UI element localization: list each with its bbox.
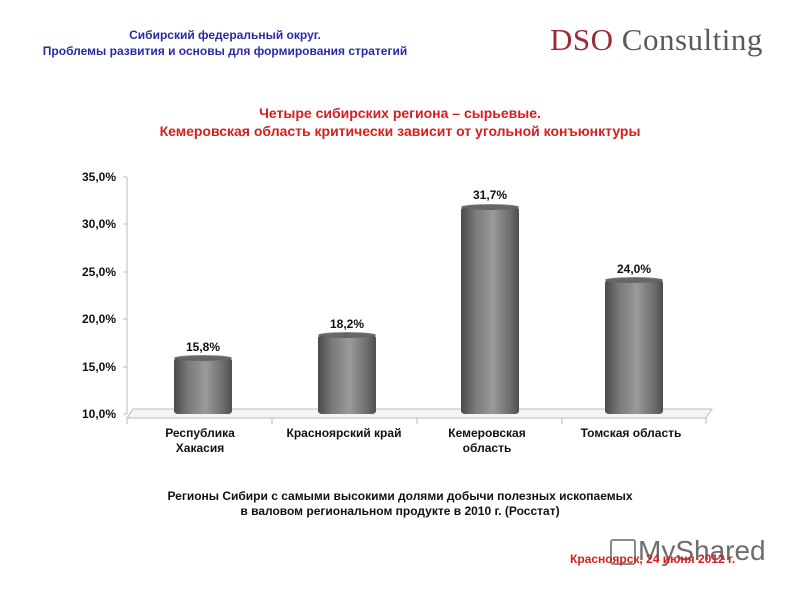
logo-dso: DSO bbox=[550, 22, 614, 57]
footer-location-date: Красноярск, 24 июня 2012 г. bbox=[570, 552, 736, 566]
presentation-header: Сибирский федеральный округ. Проблемы ра… bbox=[0, 27, 450, 59]
slide-title: Четыре сибирских региона – сырьевые. Кем… bbox=[100, 104, 700, 140]
category-label-tomsk: Томская область bbox=[561, 426, 701, 441]
title-line-2: Кемеровская область критически зависит о… bbox=[159, 123, 641, 139]
category-label-khakassia: Республика Хакасия bbox=[130, 426, 270, 456]
y-tick-30: 30,0% bbox=[81, 217, 116, 231]
value-label-khakassia: 15,8% bbox=[185, 340, 221, 354]
category-label-line: Красноярский край bbox=[286, 426, 402, 440]
value-label-tomsk: 24,0% bbox=[616, 262, 652, 276]
watermark: MyShared bbox=[638, 535, 766, 566]
logo-consulting: Consulting bbox=[613, 22, 763, 57]
bar-tomsk bbox=[605, 277, 663, 414]
y-tick-35: 35,0% bbox=[81, 170, 116, 184]
header-line-2: Проблемы развития и основы для формирова… bbox=[42, 44, 408, 58]
y-tick-10: 10,0% bbox=[81, 407, 116, 421]
value-label-krasnoyarsk: 18,2% bbox=[329, 317, 365, 331]
category-label-line: Кемеровская bbox=[448, 426, 526, 440]
dso-consulting-logo: DSO Consulting bbox=[550, 22, 763, 58]
category-label-line: Томская область bbox=[580, 426, 682, 440]
chart-caption: Регионы Сибири с самыми высокими долями … bbox=[100, 489, 700, 519]
category-label-kemerovo: Кемеровская область bbox=[417, 426, 557, 456]
category-label-line: область bbox=[462, 441, 512, 455]
y-tick-15: 15,0% bbox=[81, 360, 116, 374]
category-label-line: Хакасия bbox=[175, 441, 225, 455]
bar-krasnoyarsk bbox=[318, 332, 376, 414]
value-label-kemerovo: 31,7% bbox=[472, 188, 508, 202]
caption-line-2: в валовом региональном продукте в 2010 г… bbox=[240, 504, 560, 518]
category-label-krasnoyarsk: Красноярский край bbox=[274, 426, 414, 441]
caption-line-1: Регионы Сибири с самыми высокими долями … bbox=[167, 489, 633, 503]
category-label-line: Республика bbox=[165, 426, 235, 440]
y-tick-20: 20,0% bbox=[81, 312, 116, 326]
title-line-1: Четыре сибирских региона – сырьевые. bbox=[259, 105, 541, 121]
presentation-board-icon bbox=[610, 539, 636, 565]
bar-khakassia bbox=[174, 355, 232, 414]
bar-kemerovo bbox=[461, 204, 519, 414]
y-tick-25: 25,0% bbox=[81, 265, 116, 279]
header-line-1: Сибирский федеральный округ. bbox=[129, 28, 321, 42]
